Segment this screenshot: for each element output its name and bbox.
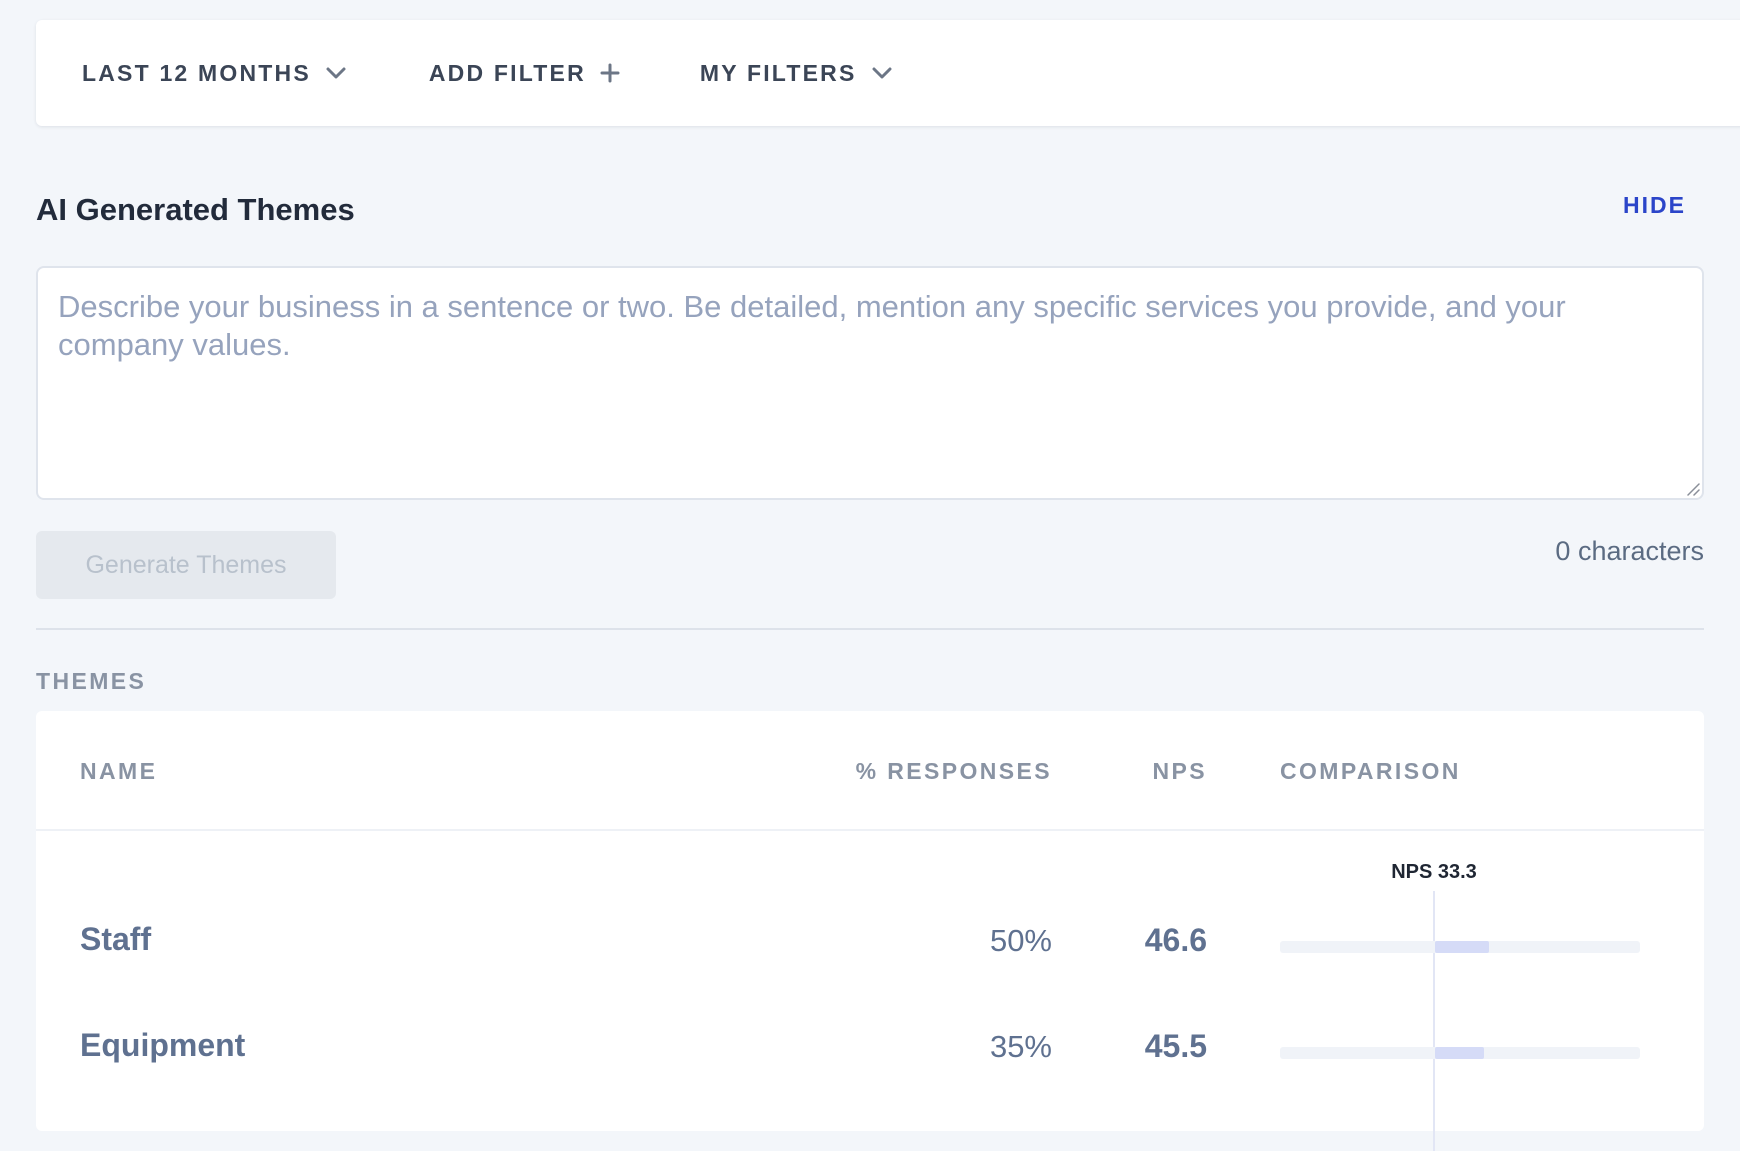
theme-responses: 50% [989, 923, 1052, 958]
filter-bar: LAST 12 MONTHS ADD FILTER MY FILTERS [36, 20, 1740, 126]
column-header-responses[interactable]: % RESPONSES [855, 758, 1052, 784]
table-row[interactable]: Staff 50% 46.6 [36, 911, 1704, 971]
column-header-name[interactable]: NAME [80, 758, 158, 784]
comparison-bar-track [1280, 1047, 1640, 1059]
column-header-nps[interactable]: NPS [1152, 758, 1207, 784]
theme-nps: 46.6 [1144, 922, 1207, 958]
themes-section-label: THEMES [36, 668, 147, 694]
generate-themes-button[interactable]: Generate Themes [36, 531, 336, 599]
add-filter-label: ADD FILTER [428, 59, 586, 86]
plus-icon [600, 63, 620, 83]
table-header: NAME % RESPONSES NPS COMPARISON [36, 711, 1704, 831]
hide-button[interactable]: HIDE [1623, 192, 1686, 218]
column-header-comparison[interactable]: COMPARISON [1280, 758, 1461, 784]
my-filters-label: MY FILTERS [699, 59, 857, 86]
theme-responses: 35% [989, 1029, 1052, 1064]
time-range-dropdown[interactable]: LAST 12 MONTHS [82, 60, 347, 87]
theme-name: Staff [80, 921, 152, 957]
resize-handle-icon[interactable] [1684, 480, 1700, 496]
chevron-down-icon [325, 66, 347, 80]
themes-table: NAME % RESPONSES NPS COMPARISON NPS 33.3… [36, 711, 1704, 1151]
business-description-input[interactable] [36, 266, 1704, 500]
nps-reference-label: NPS 33.3 [1391, 861, 1477, 883]
comparison-bar-track [1280, 941, 1640, 953]
theme-name: Equipment [80, 1027, 246, 1063]
my-filters-dropdown[interactable]: MY FILTERS [700, 60, 893, 87]
table-row[interactable]: Equipment 35% 45.5 [36, 1017, 1704, 1077]
add-filter-button[interactable]: ADD FILTER [429, 60, 620, 87]
comparison-bar [1435, 1047, 1485, 1059]
character-count: 0 characters [1555, 536, 1704, 566]
theme-nps: 45.5 [1144, 1028, 1207, 1064]
chevron-down-icon [871, 66, 893, 80]
section-divider [36, 628, 1704, 630]
comparison-bar [1435, 941, 1489, 953]
nps-reference-line [1433, 891, 1435, 1151]
ai-themes-title: AI Generated Themes [36, 192, 355, 227]
time-range-label: LAST 12 MONTHS [82, 59, 311, 86]
